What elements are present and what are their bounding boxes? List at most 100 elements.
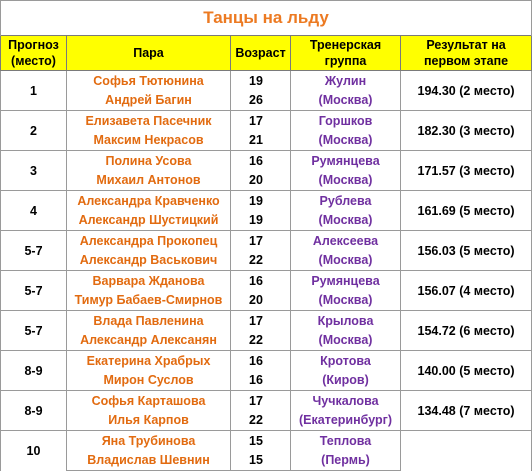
partner-2-name: Александр Шустицкий: [66, 210, 231, 231]
coach-city: (Москва): [290, 210, 401, 231]
place-cell: 3: [0, 150, 67, 191]
partner-1-age: 16: [230, 150, 291, 171]
coach-city: (Москва): [290, 130, 401, 151]
header-coach-line1: Тренерская: [309, 38, 382, 52]
partner-2-age: 26: [230, 90, 291, 111]
table-row: 10 Яна Трубинова 15 Теплова: [0, 430, 532, 471]
partner-2-name: Владислав Шевнин: [66, 450, 231, 471]
place-cell: 5-7: [0, 310, 67, 351]
partner-2-age: 19: [230, 210, 291, 231]
table-row: 8-9 Софья Карташова 17 Чучкалова 134.48 (7 м…: [0, 390, 532, 431]
header-coach-group: Тренерская группа: [290, 35, 401, 71]
coach-name: Румянцева: [290, 150, 401, 171]
partner-1-name: Александра Прокопец: [66, 230, 231, 251]
coach-name: Горшков: [290, 110, 401, 131]
partner-2-name: Максим Некрасов: [66, 130, 231, 151]
place-cell: 10: [0, 430, 67, 471]
table-row: 8-9 Екатерина Храбрых 16 Кротова 140.00 (5 м…: [0, 350, 532, 391]
header-pair: Пара: [66, 35, 231, 71]
title-row: Танцы на льду: [0, 0, 532, 36]
partner-2-age: 22: [230, 250, 291, 271]
header-prognosis-line2: (место): [11, 54, 56, 68]
table-row: Владислав Шевнин 15 (Пермь): [1, 450, 532, 471]
header-result-line2: первом этапе: [423, 54, 509, 68]
table-title: Танцы на льду: [0, 0, 532, 36]
result-cell: 171.57 (3 место): [399, 150, 532, 191]
place-cell: 5-7: [0, 230, 67, 271]
coach-name: Чучкалова: [290, 390, 401, 411]
partner-1-age: 17: [230, 230, 291, 251]
partner-2-age: 20: [230, 290, 291, 311]
place-cell: 8-9: [0, 350, 67, 391]
table-row: Михаил Антонов 20 (Москва): [1, 170, 532, 191]
coach-city: (Москва): [290, 250, 401, 271]
coach-city: (Москва): [290, 170, 401, 191]
place-cell: 2: [0, 110, 67, 151]
coach-name: Крылова: [290, 310, 401, 331]
partner-1-age: 17: [230, 390, 291, 411]
coach-city: (Москва): [290, 90, 401, 111]
partner-2-name: Андрей Багин: [66, 90, 231, 111]
partner-1-name: Полина Усова: [66, 150, 231, 171]
result-cell: 182.30 (3 место): [399, 110, 532, 151]
partner-2-name: Александр Алексанян: [66, 330, 231, 351]
table-row: Александр Алексанян 22 (Москва): [1, 330, 532, 351]
partner-1-name: Елизавета Пасечник: [66, 110, 231, 131]
partner-2-name: Михаил Антонов: [66, 170, 231, 191]
partner-2-age: 15: [230, 450, 291, 471]
coach-name: Румянцева: [290, 270, 401, 291]
result-cell: 140.00 (5 место): [399, 350, 532, 391]
table-row: 5-7 Влада Павленина 17 Крылова 154.72 (6 мес…: [0, 310, 532, 351]
partner-1-name: Софья Карташова: [66, 390, 231, 411]
partner-2-name: Мирон Суслов: [66, 370, 231, 391]
table-row: 3 Полина Усова 16 Румянцева 171.57 (3 место): [0, 150, 532, 191]
coach-city: (Киров): [290, 370, 401, 391]
header-result-line1: Результат на: [426, 38, 506, 52]
result-cell: 194.30 (2 место): [399, 70, 532, 111]
partner-1-age: 16: [230, 350, 291, 371]
place-cell: 5-7: [0, 270, 67, 311]
coach-name: Жулин: [290, 70, 401, 91]
coach-name: Рублева: [290, 190, 401, 211]
partner-2-age: 20: [230, 170, 291, 191]
header-prognosis-line1: Прогноз: [8, 38, 59, 52]
coach-name: Алексеева: [290, 230, 401, 251]
result-cell: 154.72 (6 место): [399, 310, 532, 351]
partner-2-name: Илья Карпов: [66, 410, 231, 431]
table-row: 1 Софья Тютюнина 19 Жулин 194.30 (2 место): [0, 70, 532, 111]
header-coach-line2: группа: [324, 54, 367, 68]
table-row: Андрей Багин 26 (Москва): [1, 90, 532, 111]
partner-2-name: Тимур Бабаев-Смирнов: [66, 290, 231, 311]
header-result: Результат на первом этапе: [399, 35, 532, 71]
partner-1-name: Варвара Жданова: [66, 270, 231, 291]
partner-1-name: Александра Кравченко: [66, 190, 231, 211]
result-cell: 156.03 (5 место): [399, 230, 532, 271]
partner-1-age: 17: [230, 310, 291, 331]
coach-city: (Москва): [290, 290, 401, 311]
partner-1-age: 19: [230, 190, 291, 211]
table-row: Александр Васькович 22 (Москва): [1, 250, 532, 271]
partner-1-age: 19: [230, 70, 291, 91]
place-cell: 8-9: [0, 390, 67, 431]
place-cell: 4: [0, 190, 67, 231]
table-row: Тимур Бабаев-Смирнов 20 (Москва): [1, 290, 532, 311]
table-row: 5-7 Александра Прокопец 17 Алексеева 156.03 …: [0, 230, 532, 271]
partner-1-name: Влада Павленина: [66, 310, 231, 331]
result-cell: 156.07 (4 место): [399, 270, 532, 311]
header-age: Возраст: [230, 35, 291, 71]
partner-2-age: 21: [230, 130, 291, 151]
coach-name: Кротова: [290, 350, 401, 371]
partner-2-name: Александр Васькович: [66, 250, 231, 271]
partner-2-age: 16: [230, 370, 291, 391]
partner-1-name: Софья Тютюнина: [66, 70, 231, 91]
partner-1-name: Яна Трубинова: [66, 430, 231, 451]
partner-1-age: 15: [230, 430, 291, 451]
table-row: 5-7 Варвара Жданова 16 Румянцева 156.07 (4 м…: [0, 270, 532, 311]
partner-1-age: 17: [230, 110, 291, 131]
coach-city: (Екатеринбург): [290, 410, 401, 431]
table-row: Александр Шустицкий 19 (Москва): [1, 210, 532, 231]
table-row: 4 Александра Кравченко 19 Рублева 161.69 (5 …: [0, 190, 532, 231]
result-cell: 134.48 (7 место): [399, 390, 532, 431]
